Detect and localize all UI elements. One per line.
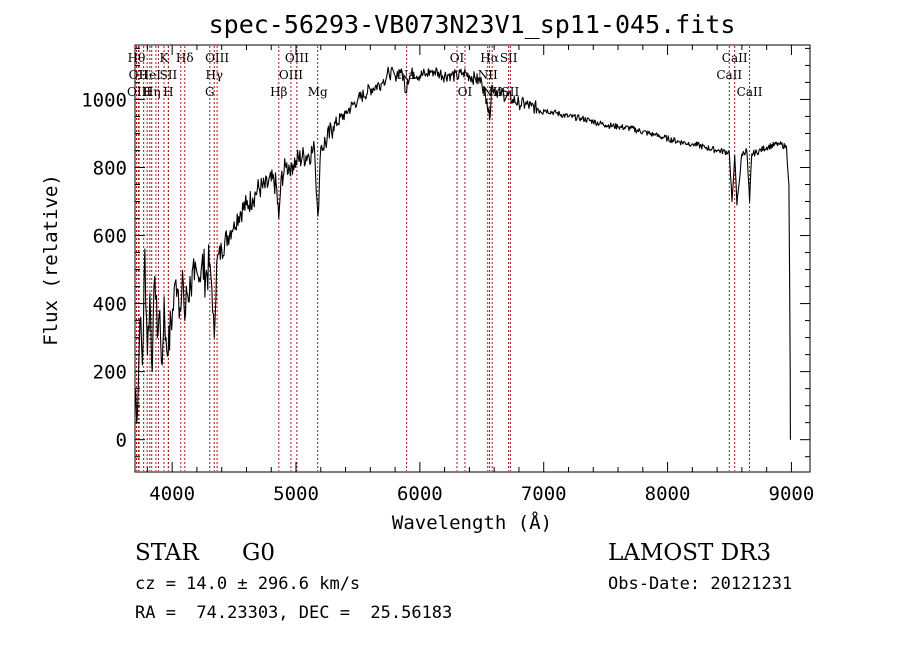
x-tick-label: 9000 [769,483,815,505]
chart-title: spec-56293-VB073N23V1_sp11-045.fits [209,10,736,39]
line-label: OI [450,51,465,65]
observation-date: Obs-Date: 20121231 [608,574,793,594]
y-tick-label: 1000 [81,89,127,111]
line-label: Hθ [128,51,146,65]
line-label: CaII [716,68,742,82]
line-label: OIII [205,51,229,65]
x-tick-label: 6000 [397,483,443,505]
line-label: OI [458,85,473,99]
line-label: SII [500,51,518,65]
line-label: SII [160,68,178,82]
line-label: Hβ [270,85,287,99]
y-tick-label: 400 [93,294,127,316]
line-label: HeI [139,68,162,82]
line-label: OIII [279,68,303,82]
line-label: CaII [722,51,748,65]
object-class: STAR [135,540,199,566]
coordinates: RA = 74.23303, DEC = 25.56183 [135,603,453,623]
y-axis-label: Flux (relative) [40,174,62,346]
y-tick-label: 200 [93,362,127,384]
line-label: H [163,85,173,99]
x-tick-label: 5000 [273,483,319,505]
line-label: Hα [480,51,499,65]
line-label: Mg [308,85,328,99]
line-label: OII [129,68,149,82]
line-label: G [205,85,215,99]
line-label: NII [478,68,498,82]
y-tick-label: 0 [116,430,127,452]
line-label: OIII [285,51,309,65]
redshift-velocity: cz = 14.0 ± 296.6 km/s [135,574,361,594]
x-tick-label: 7000 [521,483,567,505]
line-label: K [159,51,169,65]
x-axis-label: Wavelength (Å) [392,511,552,534]
line-label: Hγ [205,68,223,82]
y-tick-label: 600 [93,226,127,248]
line-label: Hδ [176,51,194,65]
line-label: CaII [737,85,763,99]
plot-frame [134,44,811,473]
x-tick-label: 4000 [149,483,195,505]
y-tick-label: 800 [93,157,127,179]
spectral-line-markers [135,46,751,471]
survey-name: LAMOST DR3 [608,540,772,566]
axis-ticks: 4000 5000 6000 7000 8000 9000 0 200 400 600 800 100… [81,45,814,505]
line-label: OIII [127,85,151,99]
series-line [134,66,791,440]
line-label: Hη [143,85,161,99]
spectral-line-labels: Hθ OII OIII HeI Hη K H SII Hδ G Hγ OIII Hβ OIII OIII Mg… [127,51,763,99]
spectrum-series [134,66,791,440]
x-tick-label: 8000 [645,483,691,505]
object-subclass: G0 [242,540,276,566]
